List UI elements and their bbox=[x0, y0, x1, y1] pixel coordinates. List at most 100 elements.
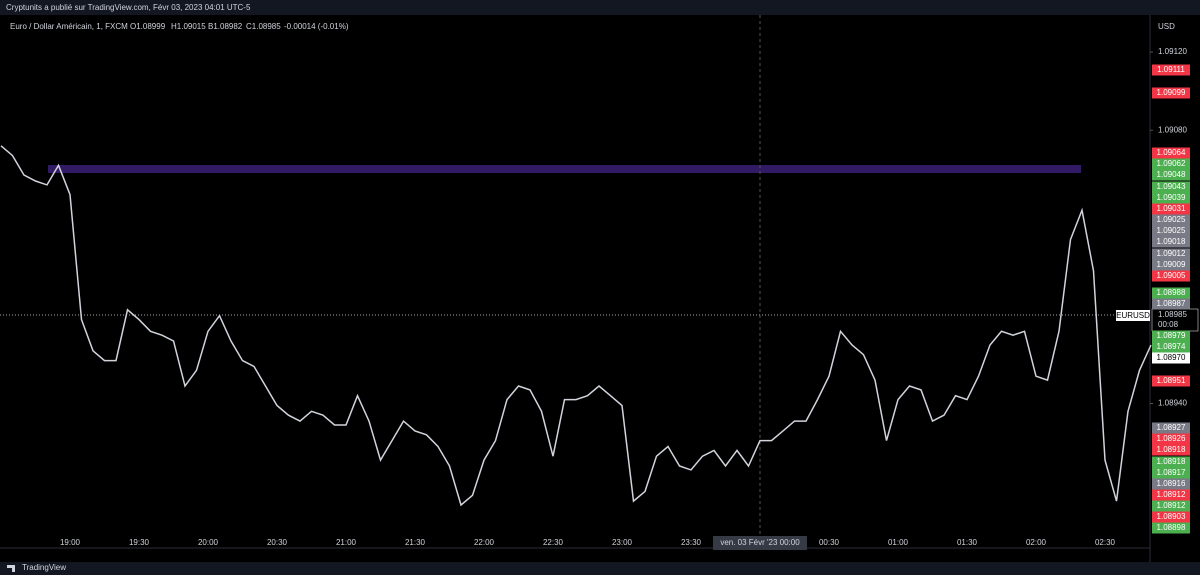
price-tag: 1.09043 bbox=[1157, 182, 1186, 191]
price-tag: 1.08987 bbox=[1157, 299, 1186, 308]
x-tick-label: 01:30 bbox=[957, 538, 978, 547]
y-tick-label: 1.09120 bbox=[1158, 47, 1187, 56]
x-tick-label: 23:30 bbox=[681, 538, 702, 547]
x-tick-label: 01:00 bbox=[888, 538, 909, 547]
price-tag-bg bbox=[1152, 214, 1190, 226]
price-tag: 1.09064 bbox=[1157, 148, 1186, 157]
x-tick-label: 02:30 bbox=[1095, 538, 1116, 547]
price-tag: 1.08974 bbox=[1157, 342, 1186, 351]
ohlc-value: C1.08985 bbox=[246, 22, 281, 31]
brand: TradingView bbox=[22, 563, 66, 572]
x-tick-label: 19:00 bbox=[60, 538, 81, 547]
price-tag-bg bbox=[1152, 444, 1190, 456]
price-tag-bg bbox=[1152, 375, 1190, 387]
price-tag: 1.08898 bbox=[1157, 523, 1186, 532]
x-tick-label: 22:00 bbox=[474, 538, 495, 547]
price-tag: 1.09025 bbox=[1157, 226, 1186, 235]
price-tag-bg bbox=[1152, 225, 1190, 237]
price-tag: 1.09062 bbox=[1157, 159, 1186, 168]
symbol-title: Euro / Dollar Américain, 1, FXCM bbox=[10, 22, 128, 31]
price-tag-bg bbox=[1152, 467, 1190, 479]
x-tick-label: 20:00 bbox=[198, 538, 219, 547]
price-tag: 1.08918 bbox=[1157, 457, 1186, 466]
price-tag-bg bbox=[1152, 259, 1190, 271]
price-tag: 1.08970 bbox=[1157, 353, 1186, 362]
price-tag-bg bbox=[1152, 248, 1190, 260]
price-tag-bg bbox=[1152, 500, 1190, 512]
ohlc-value: H1.09015 bbox=[171, 22, 206, 31]
price-tag: 1.09111 bbox=[1157, 65, 1185, 74]
price-tag-bg bbox=[1152, 270, 1190, 282]
resistance-zone bbox=[48, 165, 1081, 173]
price-tag: 1.08912 bbox=[1157, 501, 1186, 510]
price-tag-bg bbox=[1152, 489, 1190, 501]
price-tag: 1.08927 bbox=[1157, 423, 1186, 432]
price-tag-bg bbox=[1152, 158, 1190, 170]
x-tick-label: 00:30 bbox=[819, 538, 840, 547]
price-tag: 1.08916 bbox=[1157, 479, 1186, 488]
last-price: 1.08985 bbox=[1158, 310, 1187, 319]
price-tag: 1.09005 bbox=[1157, 271, 1186, 280]
x-tick-label: 22:30 bbox=[543, 538, 564, 547]
price-tag-bg bbox=[1152, 236, 1190, 248]
crosshair-label: ven. 03 Févr '23 00:00 bbox=[720, 538, 800, 547]
price-line-series bbox=[0, 145, 1152, 507]
price-tag: 1.08951 bbox=[1157, 376, 1186, 385]
price-tag: 1.09018 bbox=[1157, 237, 1186, 246]
price-tag-bg bbox=[1152, 433, 1190, 445]
price-tag: 1.09099 bbox=[1157, 88, 1186, 97]
price-tag-bg bbox=[1152, 352, 1190, 364]
y-tick-label: 1.08940 bbox=[1158, 399, 1187, 408]
x-tick-label: 19:30 bbox=[129, 538, 150, 547]
price-tag: 1.09031 bbox=[1157, 204, 1186, 213]
price-tag: 1.08912 bbox=[1157, 490, 1186, 499]
ohlc-value: B1.08982 bbox=[208, 22, 243, 31]
top-bar bbox=[0, 0, 1200, 15]
price-tag-bg bbox=[1152, 511, 1190, 523]
publisher: Cryptunits a publié sur TradingView.com,… bbox=[6, 3, 251, 12]
price-tag: 1.08918 bbox=[1157, 445, 1186, 454]
price-tag: 1.08926 bbox=[1157, 434, 1186, 443]
price-tag-bg bbox=[1152, 478, 1190, 490]
symbol-tag-bg bbox=[1116, 310, 1150, 321]
price-tag-bg bbox=[1152, 169, 1190, 181]
price-tag-bg bbox=[1152, 87, 1190, 99]
x-tick-label: 21:00 bbox=[336, 538, 357, 547]
ohlc-value: -0.00014 (-0.01%) bbox=[284, 22, 349, 31]
price-tag-bg bbox=[1152, 203, 1190, 215]
footer bbox=[0, 562, 1200, 575]
price-tag: 1.09039 bbox=[1157, 193, 1186, 202]
price-tag-bg bbox=[1152, 330, 1190, 342]
x-tick-label: 02:00 bbox=[1026, 538, 1047, 547]
x-tick-label: 20:30 bbox=[267, 538, 288, 547]
price-tag-bg bbox=[1152, 422, 1190, 434]
crosshair-label-bg bbox=[713, 536, 807, 550]
price-tag-bg bbox=[1152, 64, 1190, 76]
x-tick-label: 21:30 bbox=[405, 538, 426, 547]
x-tick-label: 23:00 bbox=[612, 538, 633, 547]
price-tag: 1.08979 bbox=[1157, 331, 1186, 340]
price-tag-bg bbox=[1152, 341, 1190, 353]
symbol-tag: EURUSD bbox=[1116, 311, 1150, 320]
price-tag: 1.08988 bbox=[1157, 288, 1186, 297]
price-tag: 1.08903 bbox=[1157, 512, 1186, 521]
price-tag: 1.09048 bbox=[1157, 170, 1186, 179]
brand-logo bbox=[7, 565, 15, 572]
price-tag: 1.09009 bbox=[1157, 260, 1186, 269]
countdown: 00:08 bbox=[1158, 320, 1179, 329]
price-tag-bg bbox=[1152, 522, 1190, 534]
currency: USD bbox=[1158, 22, 1175, 31]
price-tag-bg bbox=[1152, 298, 1190, 310]
price-tag-bg bbox=[1152, 192, 1190, 204]
price-tag-bg bbox=[1152, 456, 1190, 468]
y-tick-label: 1.09080 bbox=[1158, 125, 1187, 134]
ohlc-value: O1.08999 bbox=[130, 22, 166, 31]
price-tag: 1.09025 bbox=[1157, 215, 1186, 224]
price-tag: 1.08917 bbox=[1157, 468, 1186, 477]
price-tag-bg bbox=[1152, 287, 1190, 299]
price-tag: 1.09012 bbox=[1157, 249, 1186, 258]
price-tag-bg bbox=[1152, 147, 1190, 159]
price-tag-bg bbox=[1152, 181, 1190, 193]
